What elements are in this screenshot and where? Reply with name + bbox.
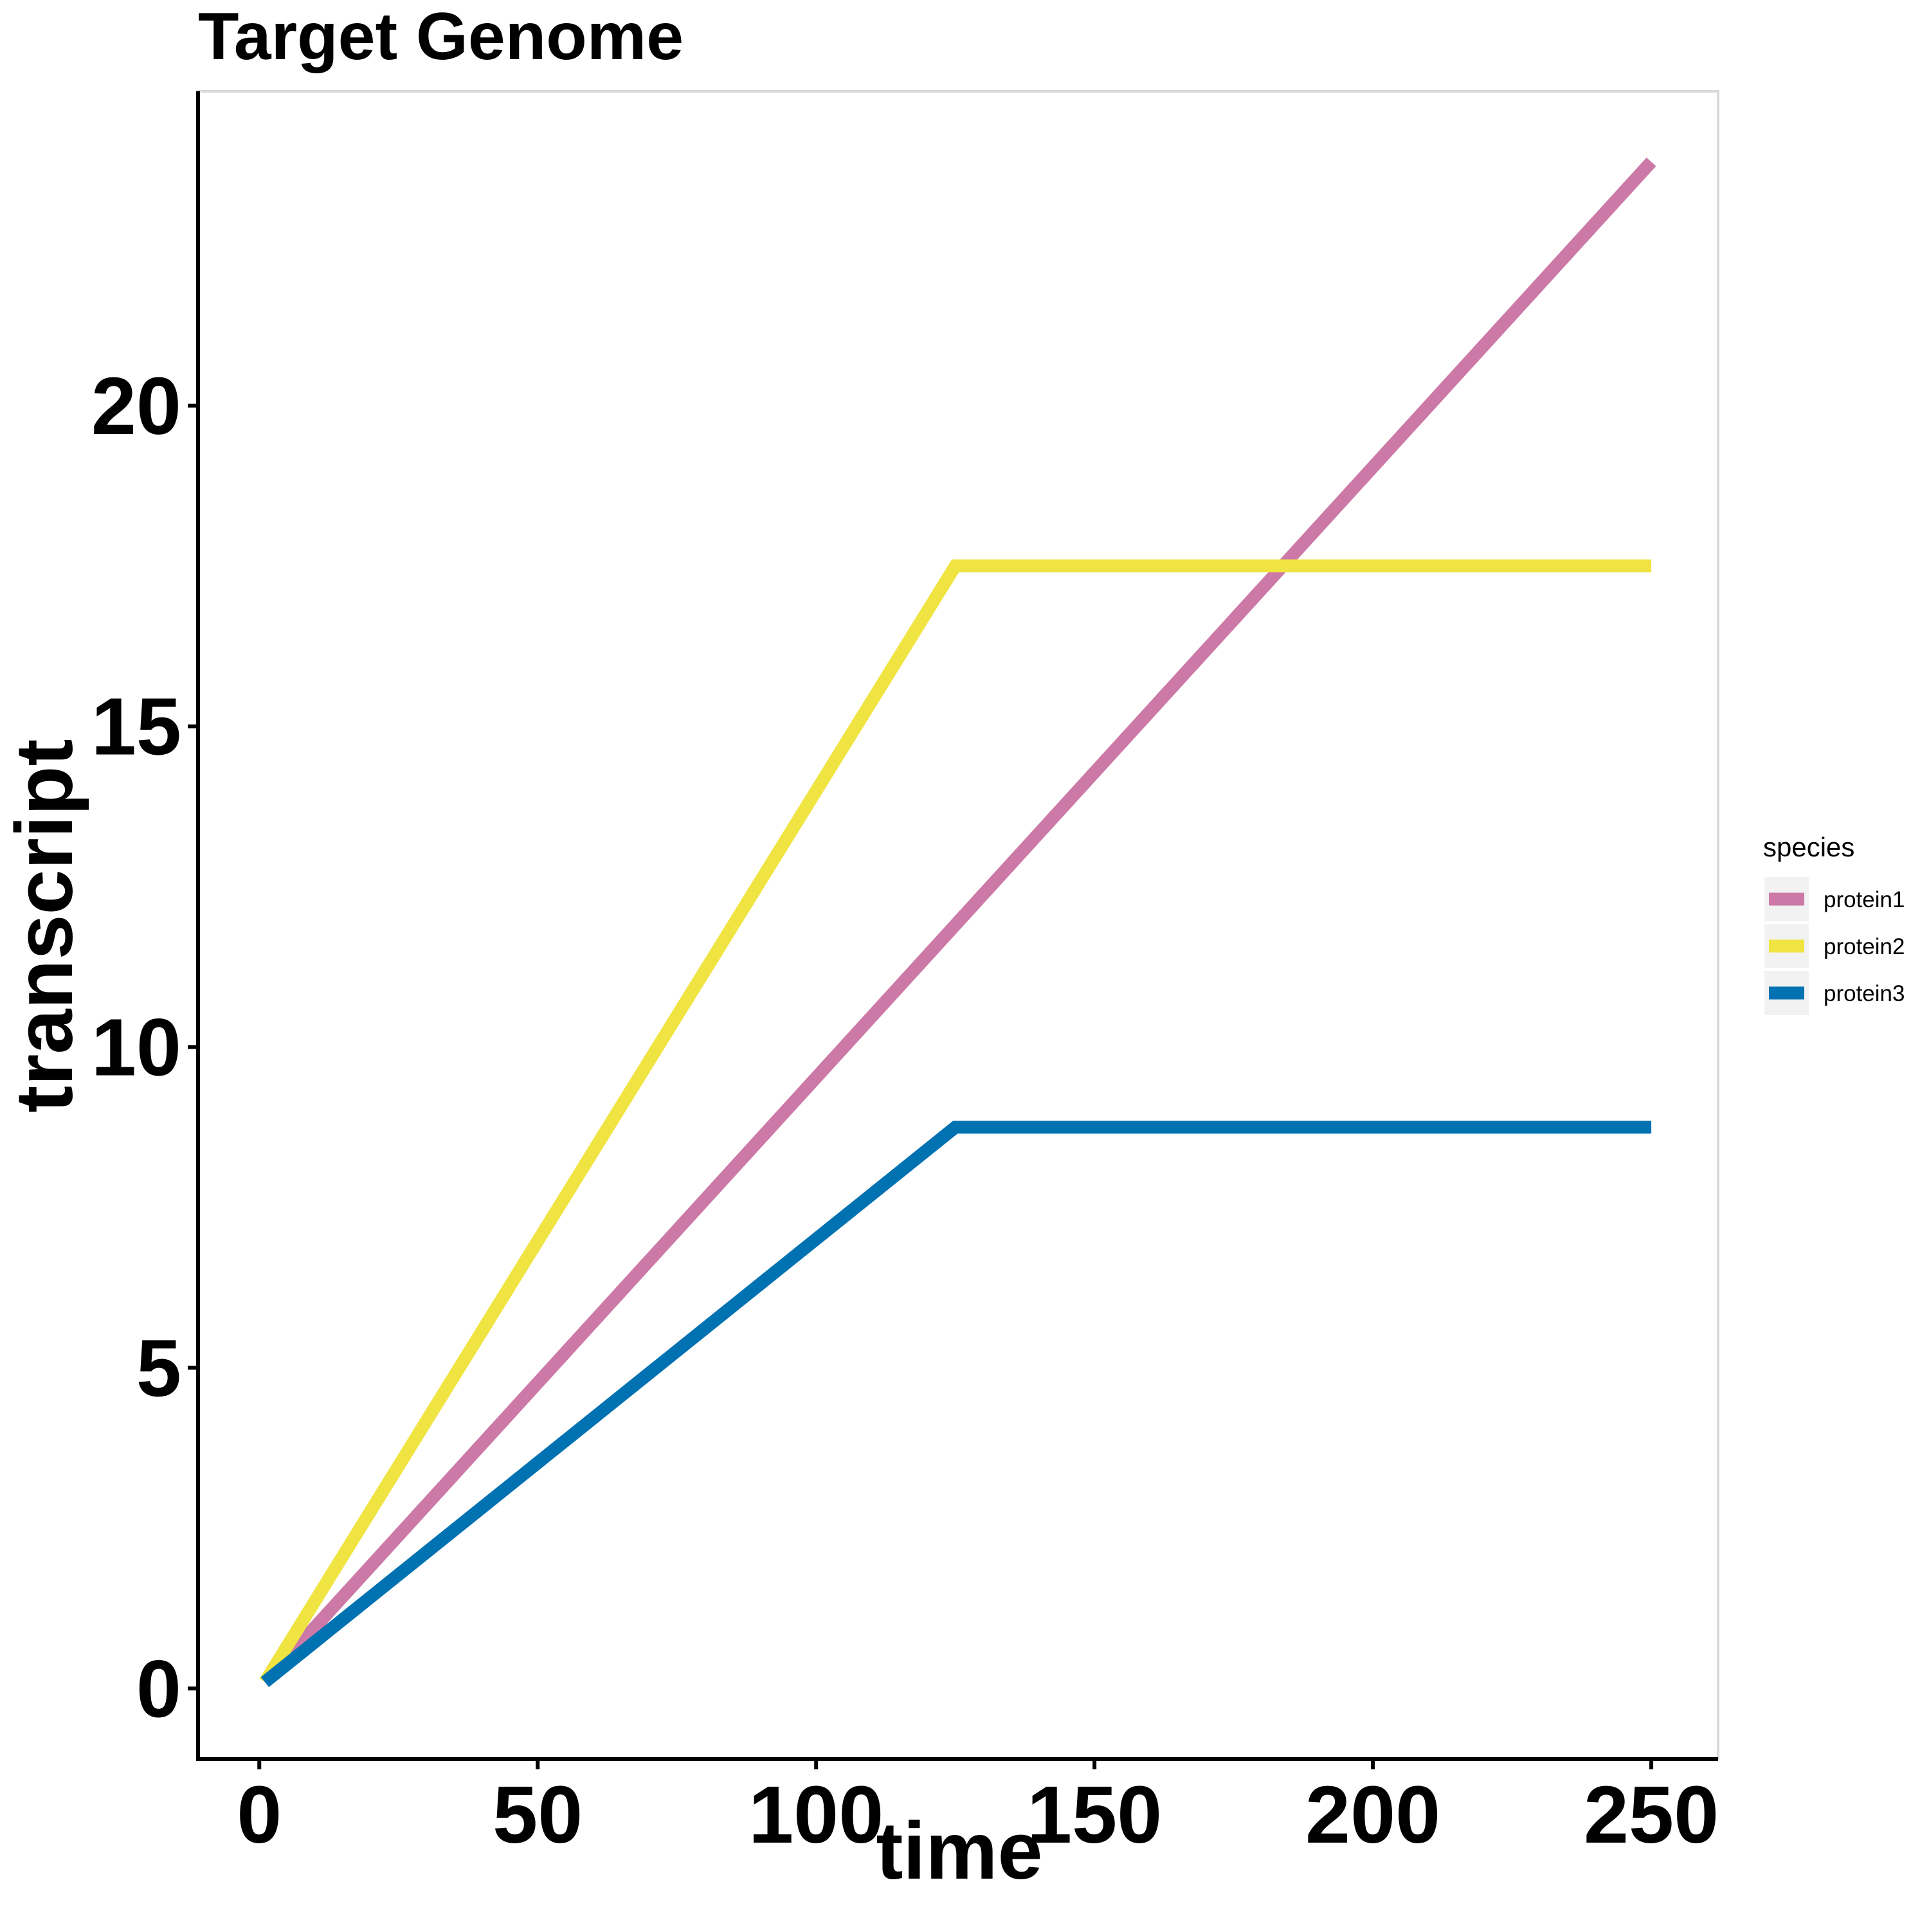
x-tick-label: 150: [1027, 1769, 1162, 1860]
chart-title: Target Genome: [198, 0, 684, 74]
legend: species protein1 protein2 protein3: [1763, 832, 1905, 1015]
legend-label: protein3: [1824, 981, 1905, 1006]
y-tick-label: 15: [91, 682, 181, 772]
legend-label: protein2: [1824, 934, 1905, 959]
x-axis-title: time: [876, 1805, 1042, 1896]
y-tick-label: 0: [136, 1643, 181, 1734]
series-line-protein2: [259, 559, 1652, 1686]
series-line-protein3: [260, 1121, 1652, 1688]
x-tick-label: 200: [1305, 1769, 1440, 1860]
legend-title: species: [1763, 832, 1854, 862]
y-tick-label: 5: [136, 1323, 181, 1413]
legend-label: protein1: [1824, 887, 1905, 912]
y-axis-title: transcript: [0, 739, 89, 1112]
x-tick-label: 100: [748, 1769, 883, 1860]
x-tick-label: 50: [493, 1769, 583, 1860]
y-tick-label: 10: [91, 1002, 181, 1093]
x-tick-label: 250: [1584, 1769, 1719, 1860]
series-line-protein1: [260, 157, 1656, 1687]
y-tick-label: 20: [91, 361, 181, 451]
x-tick-label: 0: [237, 1769, 282, 1860]
